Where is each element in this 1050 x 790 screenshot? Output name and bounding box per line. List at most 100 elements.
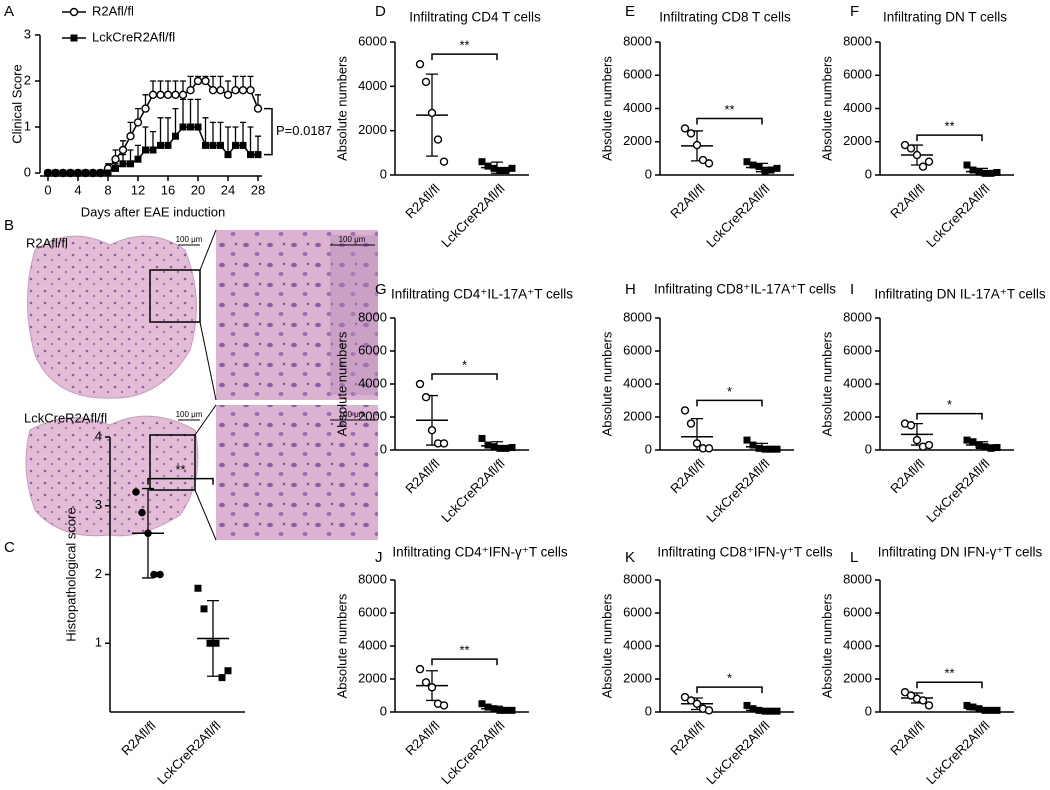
scale-bar-label: 100 μm	[176, 410, 203, 419]
significance-bracket	[916, 412, 983, 420]
y-tick-label: 0	[865, 703, 872, 718]
x-tick-label: 24	[221, 182, 235, 197]
marker	[217, 141, 224, 149]
x-tick-label: LckCreR2Afl/fl	[703, 181, 772, 250]
marker	[194, 123, 202, 131]
marker	[156, 90, 165, 100]
y-tick-label: 2000	[623, 133, 652, 148]
significance-bracket	[916, 134, 983, 142]
marker	[749, 705, 757, 713]
x-tick-label: LckCreR2Afl/fl	[923, 456, 992, 525]
marker	[218, 674, 226, 682]
error-bar	[210, 121, 216, 146]
error-bar	[142, 126, 149, 150]
x-tick-label: 4	[74, 182, 81, 197]
marker	[755, 444, 763, 452]
marker	[427, 426, 437, 435]
x-axis-label: Days after EAE induction	[81, 204, 226, 219]
y-tick-label: 0	[865, 166, 872, 181]
x-tick-label: R2Afl/fl	[887, 456, 927, 496]
y-tick-label: 4000	[358, 637, 387, 652]
marker	[993, 169, 1001, 177]
marker	[52, 169, 59, 177]
marker	[224, 151, 232, 159]
significance: **	[175, 462, 185, 477]
x-tick-label: LckCreR2Afl/fl	[438, 718, 507, 787]
marker	[439, 439, 449, 448]
y-axis-label: Absolute numbers	[819, 56, 834, 161]
legend-marker	[70, 34, 78, 42]
marker	[484, 703, 492, 711]
marker	[67, 169, 74, 177]
legend-label: LckCreR2Afl/fl	[92, 29, 175, 44]
marker	[89, 169, 97, 177]
marker	[231, 85, 240, 95]
panel-letter: L	[850, 549, 858, 566]
marker	[969, 438, 977, 446]
scale-bar-label: 100 μm	[339, 410, 366, 419]
marker	[439, 701, 449, 710]
panel-letter: C	[4, 539, 15, 556]
legend-label: R2Afl/fl	[92, 3, 134, 18]
marker	[767, 166, 775, 174]
y-axis-label: Absolute numbers	[334, 331, 349, 436]
significance-bracket	[696, 686, 763, 694]
marker	[496, 444, 504, 452]
y-tick-label: 4000	[623, 100, 652, 115]
marker	[680, 124, 690, 133]
marker	[208, 85, 218, 95]
panel-letter: H	[625, 281, 636, 298]
marker	[126, 131, 135, 141]
marker	[171, 90, 180, 100]
y-tick-label: 8000	[358, 309, 387, 324]
marker	[761, 707, 769, 715]
chart-title: Infiltrating CD8 T cells	[659, 10, 791, 25]
y-axis-label: Absolute numbers	[334, 56, 349, 161]
chart-title: Infiltrating DN IL-17A⁺T cells	[874, 287, 1045, 302]
marker	[508, 164, 516, 172]
marker	[749, 161, 757, 169]
y-axis-label: Histopathological score	[63, 507, 78, 641]
chart-title: Infiltrating CD8⁺IL-17A⁺T cells	[654, 282, 836, 297]
y-tick-label: 0	[380, 703, 387, 718]
panel-letter: K	[625, 549, 635, 566]
panel-letter: E	[625, 3, 635, 20]
y-tick-label: 0	[380, 441, 387, 456]
significance: **	[459, 643, 469, 658]
marker	[496, 167, 504, 175]
significance-bracket	[431, 53, 498, 61]
marker	[164, 141, 172, 149]
marker	[44, 169, 52, 177]
significance: **	[944, 119, 954, 134]
marker	[975, 441, 983, 449]
y-tick-label: 8000	[843, 571, 872, 586]
y-axis-label: Clinical Score	[9, 64, 24, 143]
y-axis-label: Absolute numbers	[819, 331, 834, 436]
y-tick-label: 4000	[623, 637, 652, 652]
marker	[156, 570, 164, 579]
marker	[496, 706, 504, 714]
marker	[138, 508, 146, 517]
y-tick-label: 8000	[623, 571, 652, 586]
y-tick-label: 8000	[623, 309, 652, 324]
marker	[918, 162, 928, 171]
marker	[773, 445, 781, 453]
marker	[97, 169, 104, 177]
y-tick-label: 6000	[843, 342, 872, 357]
panel-letter: B	[4, 217, 14, 234]
marker	[478, 700, 486, 708]
marker	[755, 163, 763, 171]
marker	[981, 706, 989, 714]
marker	[502, 444, 510, 452]
marker	[686, 419, 696, 428]
y-tick-label: 4000	[843, 375, 872, 390]
marker	[924, 701, 934, 710]
chart-title: Infiltrating CD4⁺IL-17A⁺T cells	[391, 287, 573, 302]
marker	[704, 444, 714, 453]
y-tick-label: 0	[380, 166, 387, 181]
panel-letter: J	[375, 549, 383, 566]
marker	[963, 701, 971, 709]
significance: **	[724, 102, 734, 117]
marker	[692, 699, 702, 708]
y-tick-label: 2000	[623, 408, 652, 423]
